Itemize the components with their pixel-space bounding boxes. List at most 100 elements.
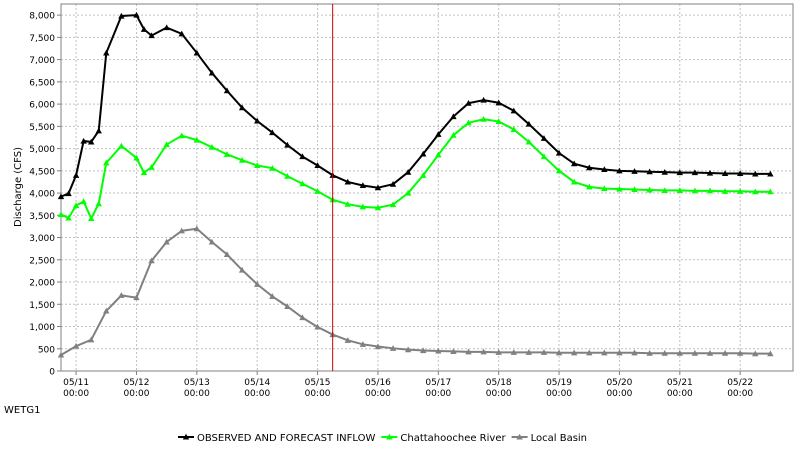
x-tick-label-time: 00:00: [365, 389, 391, 399]
data-point: [706, 350, 714, 356]
data-point: [570, 349, 578, 356]
data-point: [87, 215, 95, 221]
data-point: [389, 180, 397, 187]
x-tick-label-date: 05/17: [425, 378, 451, 388]
data-point: [238, 104, 246, 111]
data-point: [601, 349, 608, 356]
x-tick-label-time: 00:00: [244, 389, 270, 399]
data-point: [314, 323, 321, 330]
x-tick-label-date: 05/16: [365, 378, 391, 388]
legend-swatch-marker: [182, 433, 190, 440]
legend-label: Chattahoochee River: [400, 433, 506, 444]
data-point: [450, 113, 457, 120]
x-tick-label-time: 00:00: [546, 389, 572, 399]
data-point: [404, 168, 412, 175]
y-tick-label: 7,500: [29, 34, 55, 44]
data-point: [555, 349, 563, 356]
y-tick-label: 3,500: [29, 212, 55, 222]
y-tick-label: 2,000: [29, 279, 55, 289]
x-tick-label-date: 05/22: [727, 378, 753, 388]
y-tick-label: 5,000: [29, 145, 55, 155]
data-point: [133, 11, 140, 18]
data-point: [404, 346, 412, 353]
data-point: [525, 120, 533, 127]
data-point: [767, 170, 774, 177]
data-point: [299, 314, 306, 321]
data-point: [721, 350, 729, 356]
data-point: [631, 186, 638, 193]
data-point: [223, 151, 231, 157]
data-point: [344, 200, 351, 207]
data-point: [510, 349, 517, 355]
x-tick-label-time: 00:00: [184, 389, 210, 399]
data-point: [80, 198, 87, 205]
data-point: [616, 185, 623, 192]
data-point: [103, 307, 110, 314]
y-tick-label: 0: [49, 368, 55, 378]
x-tick-label-time: 00:00: [305, 389, 331, 399]
data-point: [140, 169, 148, 176]
data-point: [254, 281, 261, 287]
y-tick-label: 6,500: [29, 78, 55, 88]
data-point: [691, 187, 699, 194]
data-point: [284, 141, 291, 148]
data-point: [631, 168, 638, 174]
data-point: [269, 129, 276, 136]
data-point: [676, 350, 684, 356]
data-point: [95, 127, 102, 134]
data-point: [193, 49, 201, 56]
data-point: [465, 119, 472, 126]
data-point: [223, 251, 231, 258]
y-tick-label: 1,500: [29, 301, 55, 311]
data-point: [299, 153, 306, 160]
data-point: [601, 185, 608, 192]
y-tick-label: 2,500: [29, 256, 55, 266]
data-point: [646, 168, 653, 175]
x-tick-label-date: 05/14: [244, 378, 270, 388]
data-point: [269, 164, 276, 171]
data-point: [435, 131, 442, 137]
data-point: [95, 200, 102, 207]
data-point: [661, 168, 668, 175]
y-tick-label: 500: [38, 345, 55, 355]
data-point: [148, 257, 155, 264]
data-point: [193, 136, 201, 143]
y-tick-label: 7,000: [29, 56, 55, 66]
data-point: [616, 167, 623, 174]
data-point: [103, 159, 110, 166]
data-point: [208, 238, 216, 245]
data-point: [299, 180, 306, 187]
series-line: [60, 14, 771, 198]
data-point: [767, 188, 774, 195]
data-point: [389, 201, 397, 208]
x-tick-label-date: 05/19: [546, 378, 572, 388]
data-point: [661, 350, 668, 356]
series-0: [57, 11, 774, 200]
data-point: [691, 169, 699, 176]
data-point: [420, 172, 427, 178]
data-point: [555, 167, 563, 174]
data-point: [691, 350, 699, 356]
data-point: [540, 349, 548, 355]
data-point: [359, 182, 367, 189]
x-tick-label-time: 00:00: [123, 389, 149, 399]
data-point: [465, 348, 472, 355]
data-point: [676, 187, 684, 193]
legend-swatch-marker: [386, 433, 393, 440]
legend-item: Local Basin: [511, 433, 587, 444]
data-point: [465, 100, 472, 106]
data-point: [178, 30, 185, 37]
data-point: [65, 214, 72, 221]
data-point: [450, 348, 457, 354]
data-point: [480, 116, 487, 122]
data-point: [480, 348, 487, 355]
data-point: [480, 96, 487, 103]
data-point: [178, 132, 185, 139]
data-point: [404, 189, 412, 196]
data-point: [103, 49, 110, 56]
data-point: [284, 303, 291, 310]
y-axis-label: Discharge (CFS): [13, 147, 24, 227]
data-point: [676, 169, 684, 176]
